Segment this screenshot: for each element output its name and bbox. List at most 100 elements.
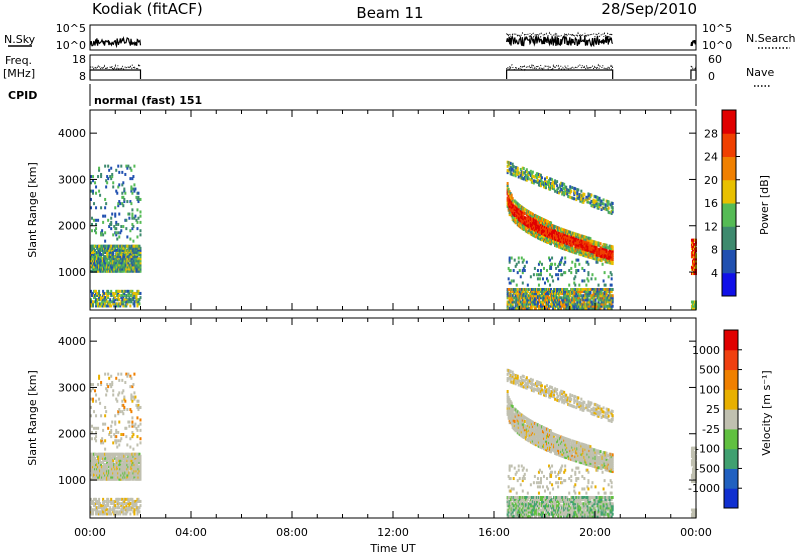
velocity-cell [511,496,514,500]
velocity-cell [122,465,125,469]
power-cell [592,298,595,302]
power-cell [609,306,612,310]
power-cell [551,226,554,230]
power-cell [584,246,587,250]
power-cell [538,216,541,220]
power-cell [603,306,606,310]
velocity-cell [509,489,512,493]
power-cell [94,248,97,252]
velocity-cell [129,463,132,467]
velocity-cell [555,502,558,506]
power-cell [125,253,128,257]
power-cell [104,261,107,265]
power-cell [562,186,565,190]
velocity-cell [550,504,553,508]
velocity-cell [95,499,98,503]
power-cell [607,252,610,256]
velocity-cell [111,458,114,462]
power-cell [116,263,119,267]
velocity-cell [608,498,611,502]
power-cell [101,265,104,269]
power-cell [117,202,120,206]
velocity-cell [551,510,554,514]
power-cell [530,218,533,222]
power-cell [532,232,535,236]
velocity-cell [127,463,130,467]
power-cell [568,283,571,287]
power-cell [104,197,107,201]
velocity-cell [94,475,97,479]
power-cell [105,250,108,254]
power-cell [534,288,537,292]
power-cell [523,269,526,273]
power-cell [595,247,598,251]
power-cell [118,244,121,248]
power-cell [132,294,135,298]
velocity-cell [605,496,608,500]
power-cell [510,304,513,308]
velocity-cell [128,467,131,471]
power-cell [139,267,142,271]
velocity-cell [93,473,96,477]
power-cell [547,180,550,184]
power-cell [556,228,559,232]
velocity-cell [120,502,123,506]
power-cell [596,204,599,208]
power-cell [600,300,603,304]
velocity-cell [610,496,613,500]
power-cell [91,261,94,265]
velocity-cell [120,433,123,437]
cpid-value: normal (fast) 151 [94,94,202,107]
power-cell [136,208,139,212]
power-cell [133,259,136,263]
power-cell [538,222,541,226]
velocity-cell [133,465,136,469]
velocity-cell [526,502,529,506]
velocity-cell [108,376,111,380]
power-cell [126,263,129,267]
velocity-cell [98,456,101,460]
power-cell [559,229,562,233]
velocity-cell [112,471,115,475]
velocity-cell [530,510,533,514]
power-cell [555,231,558,235]
velocity-cell [116,477,119,481]
velocity-cell [117,461,120,465]
power-cell [132,259,135,263]
velocity-cell [114,473,117,477]
power-cell [130,187,133,191]
velocity-cell [93,467,96,471]
power-cell [538,224,541,228]
velocity-cell [528,500,531,504]
power-cell [568,269,571,273]
velocity-cell [586,510,589,514]
power-cell [131,191,134,195]
power-cell [123,257,126,261]
power-cell [690,300,693,304]
power-cell [522,227,525,231]
power-cell [525,230,528,234]
power-cell [531,216,534,220]
power-cell [110,265,113,269]
power-cell [113,296,116,300]
velocity-cell [111,465,114,469]
power-cell [610,205,613,209]
velocity-cell [122,469,125,473]
power-cell [130,300,133,304]
velocity-cell [113,454,116,458]
velocity-cell [136,435,139,439]
power-cell [584,252,587,256]
power-cell [583,290,586,294]
power-cell [123,197,126,201]
power-cell [559,235,562,239]
power-cell [691,300,694,304]
velocity-cell [111,475,114,479]
cpid-label: CPID [8,89,37,102]
power-cell [98,298,101,302]
velocity-cell [122,504,125,508]
velocity-cell [101,467,104,471]
power-cell [569,294,572,298]
velocity-cell [92,465,95,469]
power-cell [556,296,559,300]
velocity-cell [540,508,543,512]
